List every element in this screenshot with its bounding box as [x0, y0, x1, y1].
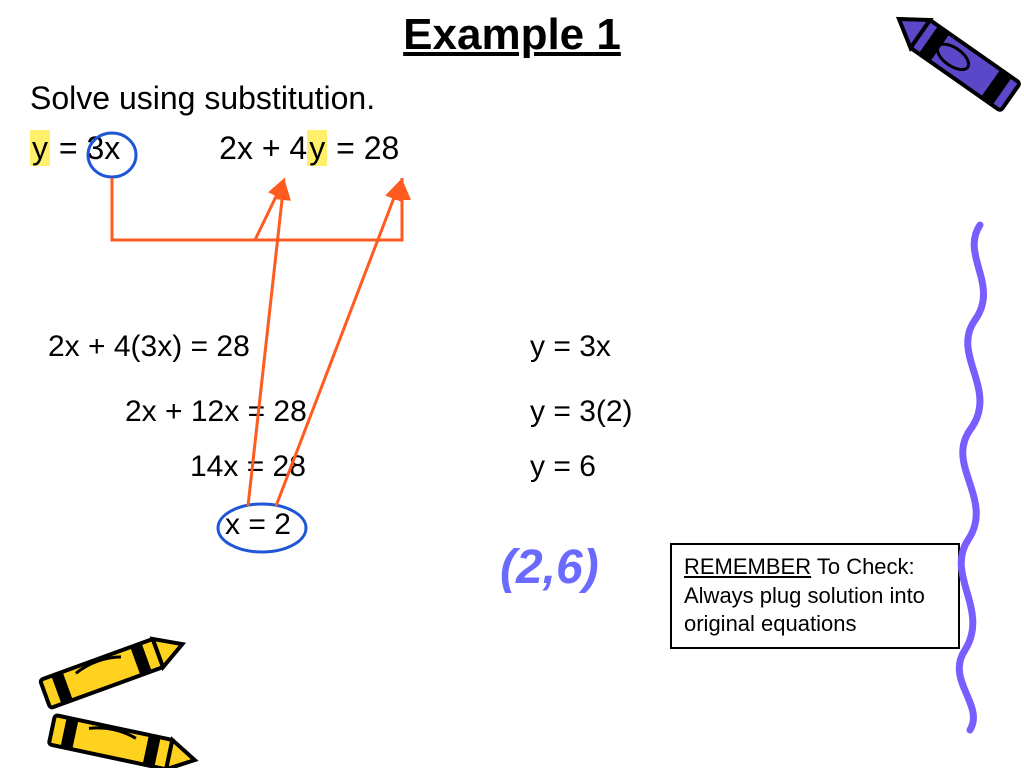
- eq2-x: x: [237, 130, 253, 166]
- step-x-2: 2x + 12x = 28: [125, 395, 307, 429]
- step-y-1: y = 3x: [530, 330, 611, 364]
- page-title: Example 1: [0, 10, 1024, 60]
- step-x-3: 14x = 28: [190, 450, 306, 484]
- squiggle-decoration: [959, 225, 983, 730]
- remember-label: REMEMBER: [684, 554, 811, 579]
- crayon-yellow-1-icon: [40, 630, 187, 708]
- step-y-3: y = 6: [530, 450, 596, 484]
- eq2-mid: + 4: [253, 130, 307, 166]
- instruction-text: Solve using substitution.: [30, 80, 375, 117]
- substitution-bracket: [112, 178, 402, 240]
- remember-box: REMEMBER To Check: Always plug solution …: [670, 543, 960, 649]
- step-x-1: 2x + 4(3x) = 28: [48, 330, 250, 364]
- crayon-yellow-2-icon: [49, 715, 198, 768]
- step-y-2: y = 3(2): [530, 395, 633, 429]
- solution-pair: (2,6): [500, 540, 599, 595]
- equation-1: y = 3x: [30, 130, 120, 167]
- eq2-pre: 2: [219, 130, 237, 166]
- eq2-post: = 28: [327, 130, 399, 166]
- arrow-to-eq2-x: [255, 180, 284, 240]
- step-x-4: x = 2: [225, 508, 291, 542]
- eq1-y-highlight: y: [30, 130, 50, 166]
- eq2-y-highlight: y: [307, 130, 327, 166]
- eq1-x: x: [104, 130, 120, 166]
- equation-row: y = 3x 2x + 4y = 28: [30, 130, 399, 167]
- eq1-mid: = 3: [50, 130, 104, 166]
- equation-2: 2x + 4y = 28: [219, 130, 399, 167]
